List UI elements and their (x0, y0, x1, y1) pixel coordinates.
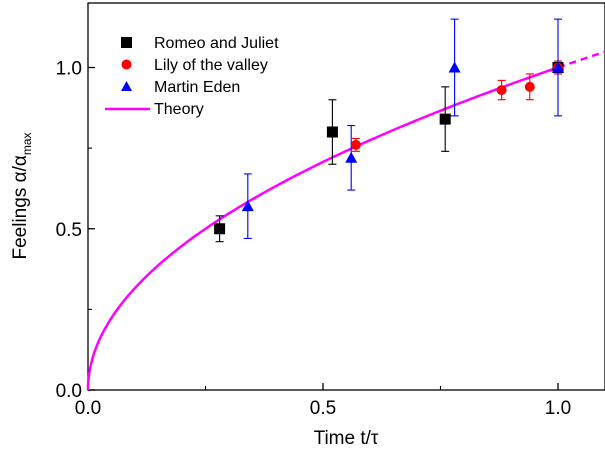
plot-frame (87, 2, 605, 391)
y-axis-title: Feelings α/αmax (10, 132, 34, 259)
y-axis-title-main: Feelings α/α (10, 155, 31, 259)
data-point-square (214, 223, 226, 235)
legend-marker-romeo (121, 37, 132, 48)
legend-label-martin: Martin Eden (154, 79, 240, 96)
svg-text:Feelings α/αmax: Feelings α/αmax (10, 132, 34, 259)
x-tick-label: 0.5 (310, 398, 336, 419)
y-tick-label: 1.0 (56, 59, 82, 80)
error-bars (215, 18, 562, 243)
legend-label-theory: Theory (154, 101, 204, 118)
x-axis-title: Time t/τ (314, 428, 379, 449)
legend-label-romeo: Romeo and Juliet (154, 35, 279, 52)
data-point-triangle (345, 151, 358, 163)
data-point-square (439, 113, 451, 125)
legend-label-lily: Lily of the valley (154, 57, 268, 74)
data-point-triangle (552, 61, 564, 73)
theory-curve (86, 66, 559, 391)
data-point-square (326, 126, 338, 138)
y-axis-title-subscript: max (20, 132, 34, 155)
legend: Romeo and Juliet Lily of the valley Mart… (105, 35, 279, 118)
x-tick-label: 0.0 (75, 398, 101, 419)
data-point-circle (524, 81, 535, 92)
data-point-circle (496, 85, 507, 96)
data-markers (214, 61, 564, 235)
x-tick-label: 1.0 (545, 398, 571, 419)
legend-marker-lily (121, 59, 132, 70)
y-tick-label: 0.0 (56, 381, 82, 402)
legend-marker-martin (121, 81, 132, 91)
data-point-triangle (241, 200, 254, 212)
y-tick-label: 0.5 (56, 220, 82, 241)
data-point-triangle (448, 61, 461, 73)
theory-curve-extrapolated (557, 50, 605, 69)
axis-tick-labels: 0.0 0.5 1.0 0.0 0.5 1.0 (56, 59, 572, 420)
data-point-circle (350, 139, 361, 150)
theory-layer (86, 50, 605, 391)
